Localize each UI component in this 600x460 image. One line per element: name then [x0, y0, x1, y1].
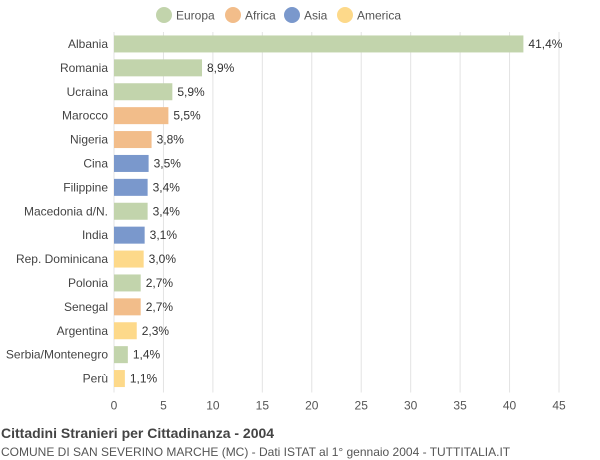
legend-label-europa: Europa: [176, 9, 215, 23]
category-label-rep-dominicana: Rep. Dominicana: [16, 252, 108, 266]
x-axis: 0 5 10 15 20 25 30 35 40 45: [111, 399, 566, 413]
bar-polonia: [114, 274, 141, 292]
value-label-marocco: 5,5%: [173, 109, 201, 123]
bar-macedonia-d-n: [114, 202, 148, 220]
bar-filippine: [114, 178, 148, 196]
category-label-filippine: Filippine: [63, 180, 108, 194]
x-tick-label-5: 5: [160, 399, 167, 413]
category-label-senegal: Senegal: [64, 300, 108, 314]
bar-layer: [114, 35, 524, 388]
x-tick-label-10: 10: [206, 399, 220, 413]
category-label-marocco: Marocco: [62, 109, 108, 123]
category-label-nigeria: Nigeria: [70, 133, 108, 147]
bar-nigeria: [114, 131, 152, 149]
x-tick-label-15: 15: [256, 399, 270, 413]
value-label-argentina: 2,3%: [142, 324, 170, 338]
bar-peru: [114, 370, 125, 388]
category-label-india: India: [82, 228, 108, 242]
bar-rep-dominicana: [114, 250, 144, 268]
value-label-nigeria: 3,8%: [157, 133, 185, 147]
bar-india: [114, 226, 145, 244]
value-label-filippine: 3,4%: [153, 180, 181, 194]
bar-marocco: [114, 107, 169, 125]
category-label-polonia: Polonia: [68, 276, 108, 290]
label-layer: Albania 41,4% Romania 8,9% Ucraina 5,9% Marocc…: [6, 37, 563, 386]
category-label-ucraina: Ucraina: [67, 85, 109, 99]
legend-swatch-europa: [156, 7, 172, 23]
x-tick-label-25: 25: [355, 399, 369, 413]
legend-label-asia: Asia: [304, 9, 328, 23]
category-label-macedonia-d-n: Macedonia d/N.: [24, 204, 108, 218]
legend-label-america: America: [357, 9, 401, 23]
bar-ucraina: [114, 83, 173, 101]
value-label-macedonia-d-n: 3,4%: [153, 204, 181, 218]
value-label-romania: 8,9%: [207, 61, 235, 75]
bar-serbia-montenegro: [114, 346, 128, 364]
x-tick-label-40: 40: [503, 399, 517, 413]
value-label-peru: 1,1%: [130, 372, 158, 386]
category-label-serbia-montenegro: Serbia/Montenegro: [6, 348, 108, 362]
legend-label-africa: Africa: [245, 9, 276, 23]
value-label-serbia-montenegro: 1,4%: [133, 348, 161, 362]
x-tick-label-20: 20: [305, 399, 319, 413]
value-label-rep-dominicana: 3,0%: [149, 252, 177, 266]
legend-swatch-asia: [284, 7, 300, 23]
category-label-peru: Perù: [83, 372, 108, 386]
value-label-cina: 3,5%: [154, 156, 182, 170]
value-label-india: 3,1%: [150, 228, 178, 242]
bar-cina: [114, 154, 149, 172]
category-label-romania: Romania: [60, 61, 108, 75]
x-tick-label-45: 45: [552, 399, 566, 413]
chart-subtitle: COMUNE DI SAN SEVERINO MARCHE (MC) - Dat…: [1, 445, 511, 459]
value-label-ucraina: 5,9%: [177, 85, 205, 99]
category-label-argentina: Argentina: [57, 324, 109, 338]
legend-swatch-africa: [225, 7, 241, 23]
x-tick-label-0: 0: [111, 399, 118, 413]
value-label-polonia: 2,7%: [146, 276, 174, 290]
bar-senegal: [114, 298, 141, 316]
x-tick-label-30: 30: [404, 399, 418, 413]
bar-argentina: [114, 322, 137, 340]
chart-title: Cittadini Stranieri per Cittadinanza - 2…: [1, 425, 275, 441]
category-label-cina: Cina: [83, 156, 108, 170]
bar-romania: [114, 59, 203, 77]
bar-albania: [114, 35, 524, 53]
legend-swatch-america: [337, 7, 353, 23]
category-label-albania: Albania: [68, 37, 108, 51]
x-tick-label-35: 35: [453, 399, 467, 413]
value-label-senegal: 2,7%: [146, 300, 174, 314]
legend: Europa Africa Asia America: [156, 7, 401, 23]
bar-chart: Albania 41,4% Romania 8,9% Ucraina 5,9% Marocc…: [6, 7, 566, 413]
value-label-albania: 41,4%: [528, 37, 562, 51]
